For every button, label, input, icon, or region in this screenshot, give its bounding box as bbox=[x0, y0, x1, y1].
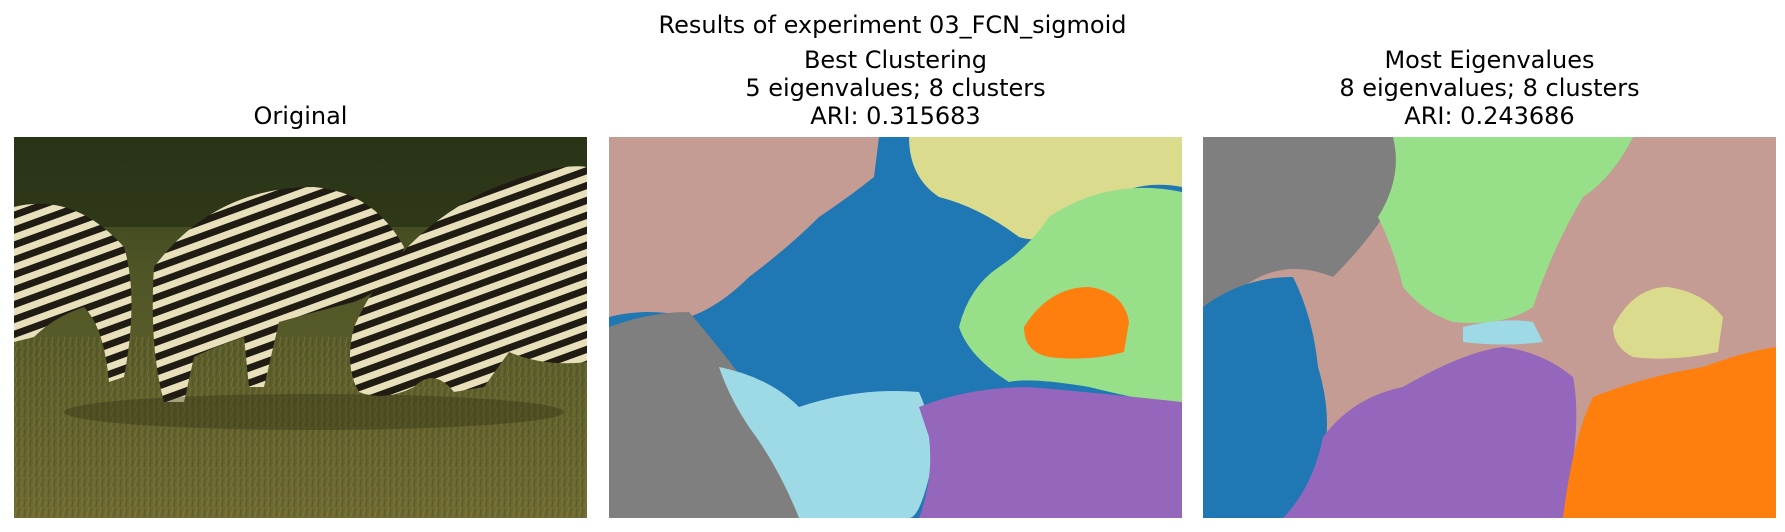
panel-title-line: Best Clustering bbox=[803, 46, 988, 74]
cluster-region-orange bbox=[1024, 287, 1129, 359]
original-photo bbox=[14, 137, 587, 518]
cluster-region-yellow bbox=[909, 137, 1182, 240]
cluster-region-green bbox=[1378, 137, 1633, 323]
cluster-region-gray bbox=[609, 312, 809, 518]
panel-title-line: ARI: 0.243686 bbox=[1404, 102, 1575, 130]
segmentation-map-most-eigenvalues bbox=[1203, 137, 1776, 518]
panel-title-original: Original bbox=[14, 102, 587, 130]
zebra-middle bbox=[152, 187, 404, 402]
cluster-region-orange bbox=[1563, 347, 1776, 518]
cluster-region-cyan bbox=[719, 367, 933, 518]
panel-title-best-clustering: Best Clustering 5 eigenvalues; 8 cluster… bbox=[609, 46, 1182, 130]
zebra-right bbox=[350, 166, 587, 396]
panel-title-line: 5 eigenvalues; 8 clusters bbox=[745, 74, 1046, 102]
cluster-region-cyan bbox=[1463, 320, 1543, 345]
zebra-left bbox=[14, 203, 132, 382]
cluster-region-pink bbox=[609, 137, 879, 317]
panel-title-line: ARI: 0.315683 bbox=[810, 102, 981, 130]
panel-title-line: 8 eigenvalues; 8 clusters bbox=[1339, 74, 1640, 102]
panel-title-line: Most Eigenvalues bbox=[1384, 46, 1595, 74]
panel-title-most-eigenvalues: Most Eigenvalues 8 eigenvalues; 8 cluste… bbox=[1203, 46, 1776, 130]
panel-title-line: Original bbox=[253, 102, 348, 130]
cluster-region-purple bbox=[1283, 347, 1577, 518]
cluster-region-yellow bbox=[1613, 287, 1723, 359]
segmentation-map-best-clustering bbox=[609, 137, 1182, 518]
figure-suptitle: Results of experiment 03_FCN_sigmoid bbox=[658, 11, 1127, 39]
cluster-region-purple bbox=[919, 387, 1182, 518]
cluster-region-blue bbox=[1203, 277, 1327, 518]
cluster-region-gray bbox=[1203, 137, 1397, 307]
